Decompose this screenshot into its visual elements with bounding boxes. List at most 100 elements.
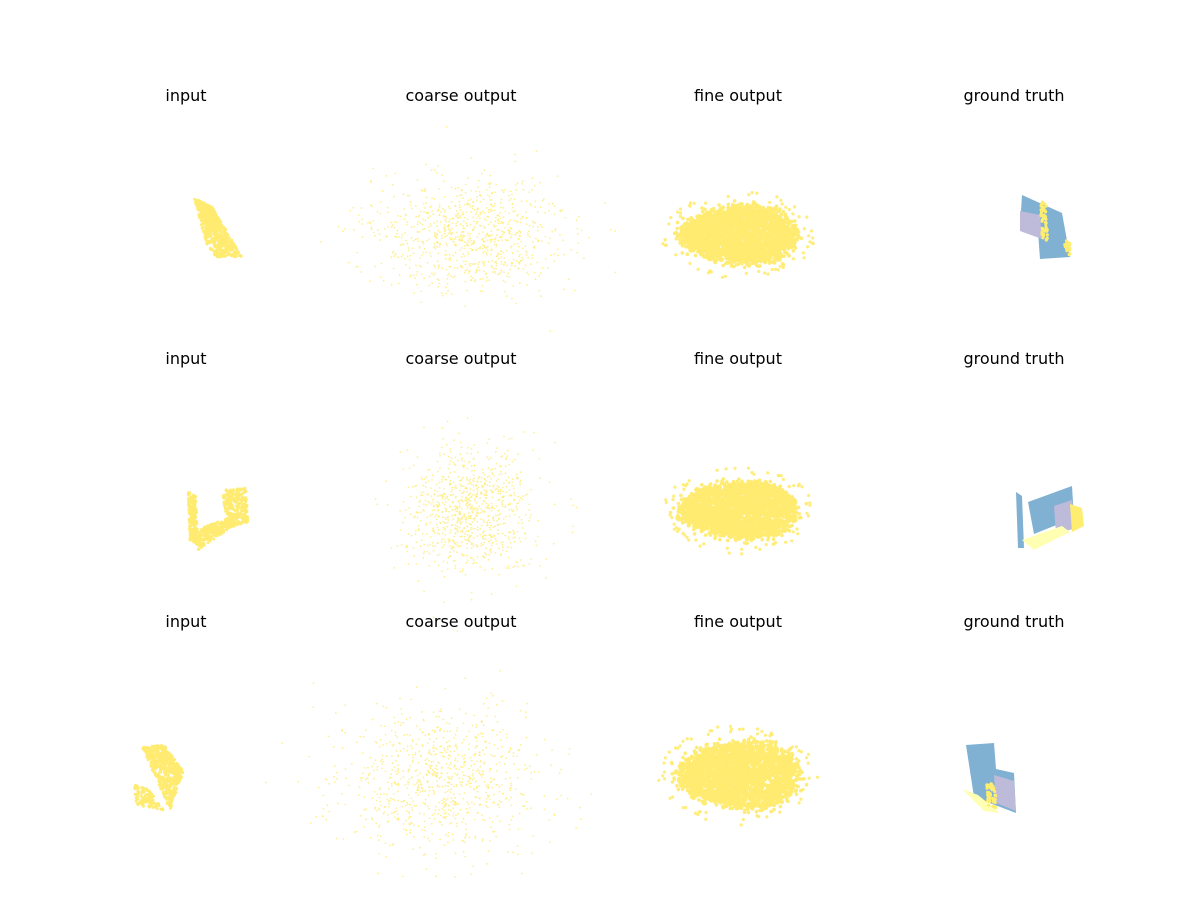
- point: [740, 256, 745, 261]
- point: [410, 236, 413, 239]
- point: [215, 244, 219, 248]
- point: [544, 211, 546, 214]
- point: [791, 249, 796, 253]
- point: [674, 253, 678, 257]
- point: [449, 230, 451, 232]
- point: [437, 252, 440, 255]
- point: [674, 236, 679, 241]
- point: [462, 253, 464, 255]
- point: [480, 172, 483, 175]
- point: [494, 261, 496, 264]
- point: [216, 248, 220, 252]
- point: [494, 240, 496, 243]
- point: [509, 219, 512, 221]
- point: [486, 239, 489, 242]
- point: [491, 209, 493, 212]
- point: [226, 233, 230, 237]
- point: [575, 219, 578, 222]
- point: [406, 221, 408, 224]
- point: [496, 214, 499, 217]
- point: [516, 232, 519, 235]
- point: [456, 267, 459, 270]
- point: [562, 239, 565, 242]
- point: [206, 219, 210, 223]
- point: [504, 261, 507, 264]
- point: [459, 265, 462, 267]
- point: [503, 271, 505, 273]
- point: [219, 529, 223, 533]
- point: [475, 190, 477, 193]
- point: [535, 150, 538, 152]
- point: [786, 245, 790, 249]
- point: [483, 218, 486, 220]
- point: [422, 251, 425, 254]
- point: [204, 222, 207, 226]
- point: [447, 228, 450, 231]
- point: [788, 220, 792, 224]
- point: [1063, 245, 1067, 249]
- point: [689, 220, 694, 224]
- point: [780, 202, 784, 206]
- point: [461, 213, 464, 216]
- point: [778, 255, 783, 260]
- point: [450, 274, 453, 277]
- point: [381, 190, 384, 193]
- point: [192, 525, 196, 529]
- point: [730, 218, 735, 223]
- point: [748, 241, 753, 246]
- point: [490, 203, 493, 206]
- point: [610, 228, 612, 231]
- point: [207, 235, 211, 239]
- point: [400, 255, 403, 258]
- point: [445, 254, 448, 256]
- point: [510, 236, 512, 239]
- point: [195, 200, 198, 204]
- point: [807, 234, 811, 238]
- point: [356, 251, 359, 254]
- point: [487, 260, 490, 263]
- point: [401, 234, 404, 236]
- point: [744, 236, 749, 241]
- point: [453, 238, 456, 241]
- point: [680, 228, 684, 233]
- point: [391, 251, 394, 254]
- point: [504, 210, 507, 213]
- point: [476, 268, 479, 271]
- point: [425, 202, 427, 204]
- point: [422, 203, 425, 205]
- point: [228, 236, 231, 240]
- point: [553, 260, 556, 262]
- point: [225, 528, 229, 532]
- point: [445, 258, 447, 260]
- point: [539, 181, 541, 184]
- point: [531, 189, 533, 191]
- point: [768, 200, 772, 204]
- point: [553, 213, 556, 216]
- point: [700, 210, 705, 214]
- point: [441, 267, 444, 269]
- point: [693, 232, 697, 236]
- point: [361, 235, 364, 238]
- point: [534, 200, 537, 203]
- point: [532, 221, 535, 224]
- point: [431, 282, 433, 285]
- point: [369, 280, 372, 283]
- point: [775, 195, 779, 199]
- point: [214, 521, 218, 525]
- point: [228, 525, 232, 529]
- point: [441, 294, 444, 297]
- point: [459, 216, 462, 219]
- point: [392, 184, 394, 186]
- point: [509, 190, 512, 193]
- point: [451, 231, 454, 234]
- point: [471, 205, 474, 208]
- point: [768, 235, 772, 239]
- point: [438, 203, 441, 206]
- point: [485, 280, 488, 282]
- point: [482, 252, 484, 254]
- point: [463, 255, 466, 257]
- point: [475, 220, 478, 223]
- point: [419, 222, 422, 225]
- point: [492, 224, 495, 227]
- point: [715, 214, 720, 219]
